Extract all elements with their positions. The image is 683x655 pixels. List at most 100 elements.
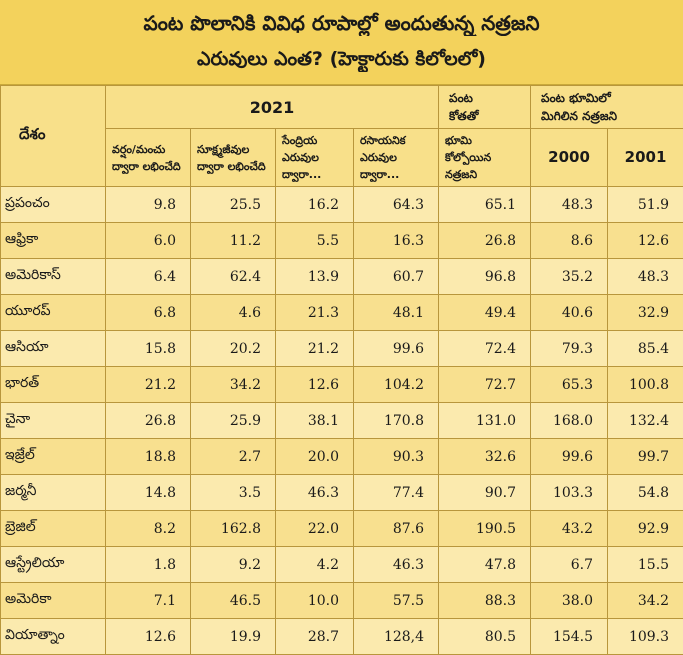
value-cell: 15.8 [106,331,191,367]
value-cell: 87.6 [354,511,439,547]
value-cell: 162.8 [191,511,276,547]
value-cell: 99.6 [531,439,608,475]
value-cell: 40.6 [531,295,608,331]
value-cell: 60.7 [354,259,439,295]
value-cell: 65.3 [531,367,608,403]
title-banner: పంట పొలానికి వివిధ రూపాల్లో అందుతున్న నత… [0,0,683,85]
value-cell: 14.8 [106,475,191,511]
value-cell: 62.4 [191,259,276,295]
value-cell: 4.2 [276,547,354,583]
value-cell: 19.9 [191,619,276,655]
value-cell: 12.6 [608,223,683,259]
value-cell: 48.1 [354,295,439,331]
country-cell: అమెరికాస్ [1,259,106,295]
value-cell: 46.3 [354,547,439,583]
value-cell: 28.7 [276,619,354,655]
value-cell: 25.9 [191,403,276,439]
value-cell: 99.7 [608,439,683,475]
header-country: దేశం [1,86,106,187]
country-cell: వియాత్నాం [1,619,106,655]
value-cell: 5.5 [276,223,354,259]
value-cell: 21.2 [276,331,354,367]
value-cell: 6.0 [106,223,191,259]
value-cell: 7.1 [106,583,191,619]
value-cell: 190.5 [439,511,531,547]
value-cell: 132.4 [608,403,683,439]
value-cell: 34.2 [608,583,683,619]
value-cell: 104.2 [354,367,439,403]
value-cell: 8.2 [106,511,191,547]
country-cell: యూరప్ [1,295,106,331]
value-cell: 64.3 [354,187,439,223]
value-cell: 38.1 [276,403,354,439]
value-cell: 21.2 [106,367,191,403]
value-cell: 43.2 [531,511,608,547]
value-cell: 128,4 [354,619,439,655]
header-year-2021: 2021 [106,86,439,129]
value-cell: 10.0 [276,583,354,619]
value-cell: 15.5 [608,547,683,583]
value-cell: 170.8 [354,403,439,439]
value-cell: 6.7 [531,547,608,583]
value-cell: 48.3 [608,259,683,295]
value-cell: 131.0 [439,403,531,439]
value-cell: 26.8 [106,403,191,439]
title-line-2: ఎరువులు ఎంత? (హెక్టారుకు కిలోలలో) [0,36,683,72]
value-cell: 2.7 [191,439,276,475]
value-cell: 46.5 [191,583,276,619]
value-cell: 9.2 [191,547,276,583]
value-cell: 103.3 [531,475,608,511]
value-cell: 12.6 [276,367,354,403]
value-cell: 16.2 [276,187,354,223]
country-cell: ప్రపంచం [1,187,106,223]
value-cell: 32.9 [608,295,683,331]
value-cell: 9.8 [106,187,191,223]
value-cell: 51.9 [608,187,683,223]
value-cell: 13.9 [276,259,354,295]
country-cell: చైనా [1,403,106,439]
value-cell: 25.5 [191,187,276,223]
country-cell: ఇజ్రేల్ [1,439,106,475]
country-cell: ఆస్ట్రేలియా [1,547,106,583]
value-cell: 32.6 [439,439,531,475]
value-cell: 8.6 [531,223,608,259]
value-cell: 35.2 [531,259,608,295]
value-cell: 20.0 [276,439,354,475]
value-cell: 168.0 [531,403,608,439]
value-cell: 90.7 [439,475,531,511]
title-line-1: పంట పొలానికి వివిధ రూపాల్లో అందుతున్న నత… [0,0,683,36]
country-cell: ఆసియా [1,331,106,367]
value-cell: 47.8 [439,547,531,583]
value-cell: 6.4 [106,259,191,295]
value-cell: 57.5 [354,583,439,619]
country-cell: బ్రెజిల్ [1,511,106,547]
value-cell: 79.3 [531,331,608,367]
country-cell: భారత్ [1,367,106,403]
value-cell: 99.6 [354,331,439,367]
value-cell: 65.1 [439,187,531,223]
value-cell: 88.3 [439,583,531,619]
country-cell: జర్మనీ [1,475,106,511]
value-cell: 6.8 [106,295,191,331]
subheader-0: వర్షం/మంచుద్వారా లభించేది [106,129,191,187]
value-cell: 48.3 [531,187,608,223]
value-cell: 20.2 [191,331,276,367]
country-cell: ఆఫ్రికా [1,223,106,259]
value-cell: 34.2 [191,367,276,403]
value-cell: 18.8 [106,439,191,475]
